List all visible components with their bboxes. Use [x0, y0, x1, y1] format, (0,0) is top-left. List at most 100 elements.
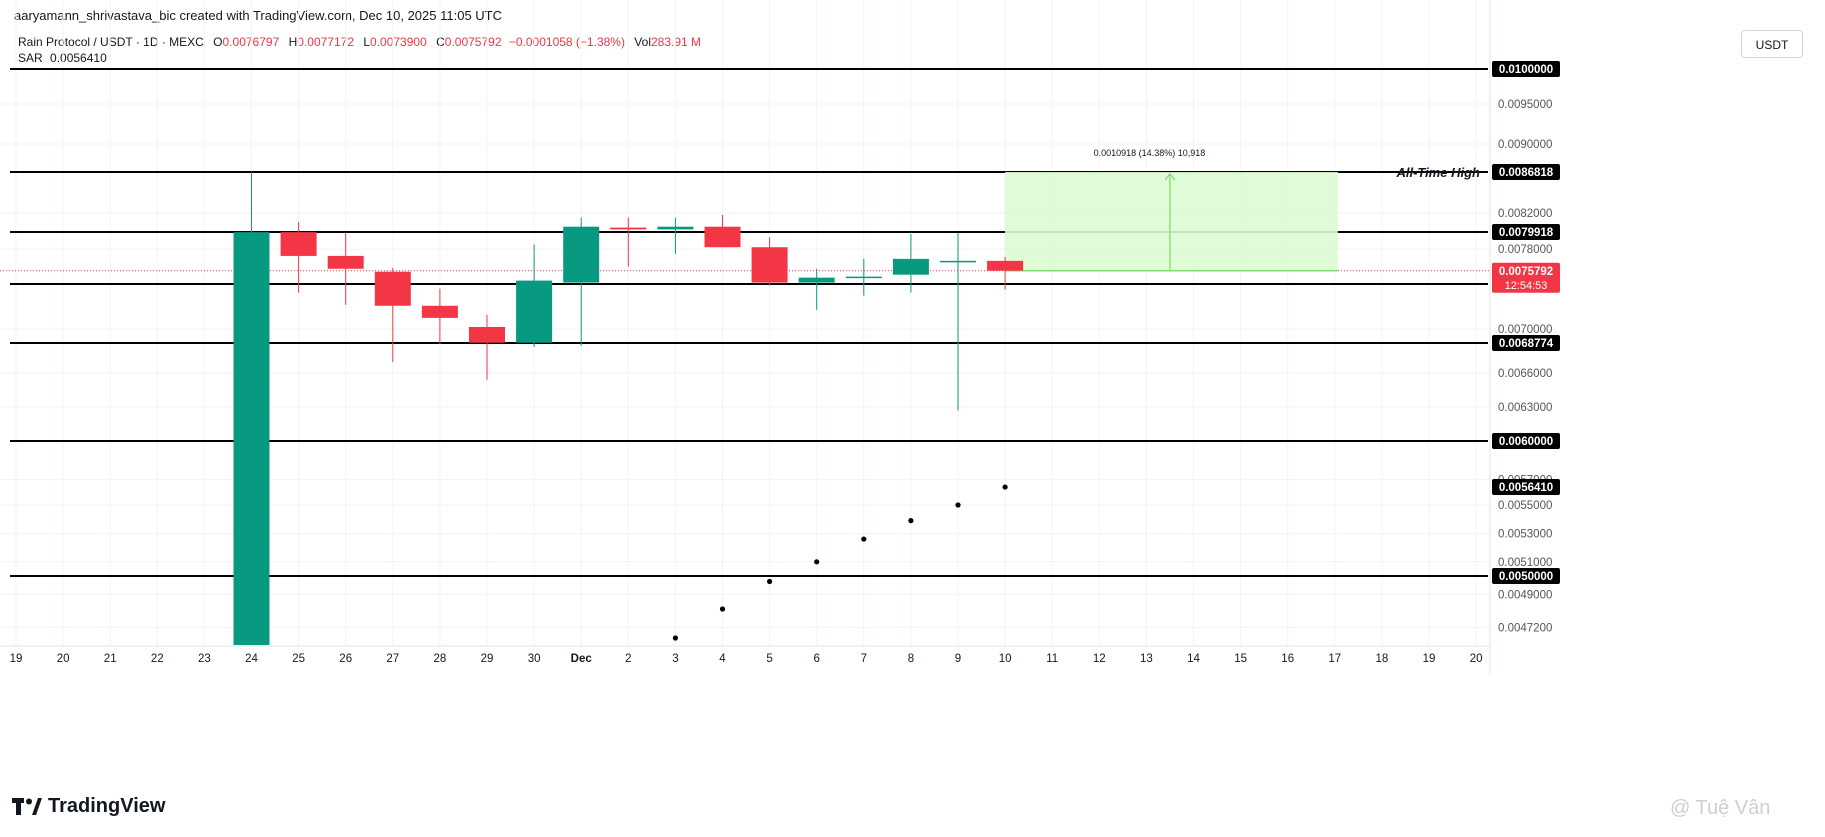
time-tick-label: 5: [766, 653, 772, 665]
candle-body: [421, 305, 458, 318]
level-price-label: 0.0086818: [1499, 167, 1554, 179]
level-price-badge: [1492, 224, 1560, 240]
sar-dot: [719, 606, 726, 612]
time-tick-label: 8: [908, 653, 914, 665]
time-tick-label: 25: [292, 653, 305, 665]
level-price-badge: [1492, 164, 1560, 180]
price-tick-label: 0.0047200: [1498, 622, 1552, 634]
sar-value: 0.0056410: [50, 51, 107, 65]
time-tick-label: 28: [434, 653, 447, 665]
sar-dot: [672, 635, 679, 641]
time-tick-label: 13: [1140, 653, 1153, 665]
high-value: 0.0077172: [297, 35, 354, 49]
candle-body: [940, 260, 976, 263]
candle-body: [563, 226, 600, 283]
low-label: L: [363, 35, 371, 49]
price-tick-label: 0.0051000: [1498, 557, 1552, 569]
time-tick-label: 22: [151, 653, 164, 665]
sar-dots: [672, 484, 1008, 641]
level-price-badge: [1492, 61, 1560, 77]
price-tick-label: 0.0070000: [1498, 324, 1552, 336]
projection-label: 0.0010918 (14.38%) 10,918: [1094, 148, 1206, 158]
candle-body: [280, 232, 317, 256]
price-tick-label: 0.0095000: [1498, 99, 1552, 111]
horizontal-levels: All-Time High: [0, 68, 1490, 577]
level-price-label: 0.0050000: [1499, 571, 1553, 583]
price-tick-label: 0.0082000: [1498, 208, 1552, 220]
projection-arrow-head: [1164, 172, 1176, 181]
time-tick-label: 19: [10, 653, 23, 665]
price-tick-label: 0.0053000: [1498, 528, 1552, 540]
close-label: C: [436, 35, 445, 49]
time-tick-label: 15: [1234, 653, 1247, 665]
open-label: O: [213, 35, 223, 49]
time-tick-label: 6: [813, 653, 819, 665]
sar-dot: [767, 578, 773, 585]
level-price-badge: [1492, 433, 1560, 449]
sar-dot: [861, 536, 867, 542]
sar-price-badge: [1492, 478, 1560, 495]
vol-value: 283.91 M: [650, 35, 702, 49]
time-tick-label: 20: [1470, 653, 1483, 665]
currency-selector[interactable]: USDT: [1741, 30, 1803, 58]
high-label: H: [288, 35, 298, 49]
time-tick-label: 24: [245, 653, 258, 665]
price-range-projection: 0.0010918 (14.38%) 10,918: [1005, 148, 1338, 272]
time-tick-label: 18: [1376, 653, 1389, 665]
candle-body: [798, 277, 835, 283]
last-price-label: 0.0075792: [1499, 266, 1553, 278]
time-tick-label: 27: [386, 653, 399, 665]
time-tick-label: 19: [1423, 653, 1436, 665]
brand-name: TradingView: [48, 795, 166, 817]
candle-body: [469, 326, 505, 343]
sar-label[interactable]: SAR: [18, 51, 43, 65]
low-value: 0.0073900: [370, 35, 427, 49]
watermark: @ Tuệ Vân: [1670, 797, 1770, 820]
tradingview-logo: TradingView: [12, 795, 165, 818]
candle-body: [845, 276, 882, 279]
time-tick-label: 3: [672, 653, 678, 665]
candle-body: [987, 260, 1024, 271]
level-price-label: 0.0100000: [1499, 64, 1553, 76]
level-price-label: 0.0079918: [1499, 227, 1554, 239]
time-axis[interactable]: 19 20 21 22 23 24 25 26 27 28 29 30 Dec 2 3 4 5 6 7 8 9 10 11 1…: [10, 653, 1483, 665]
time-tick-label: 7: [861, 653, 867, 665]
time-tick-label: 14: [1187, 653, 1200, 665]
price-tick-label: 0.0055000: [1498, 500, 1552, 512]
candle-body: [751, 247, 788, 283]
level-price-badge: [1492, 335, 1560, 351]
sar-row: SAR 0.0056410: [18, 50, 701, 66]
time-tick-label: 17: [1328, 653, 1341, 665]
time-tick-label: 2: [625, 653, 631, 665]
time-tick-label: 10: [999, 653, 1012, 665]
time-tick-label: 16: [1281, 653, 1294, 665]
projection-range-box: [1005, 172, 1338, 271]
sar-dot: [908, 518, 914, 524]
price-tick-label: 0.0063000: [1498, 402, 1552, 414]
time-tick-label: 29: [481, 653, 494, 665]
level-price-label: 0.0060000: [1499, 436, 1553, 448]
level-price-badge: [1492, 568, 1560, 584]
sar-dot: [955, 502, 961, 508]
time-tick-label: 11: [1046, 653, 1058, 665]
price-axis[interactable]: 0.0095000 0.0090000 0.0082000 0.0078000 0.00…: [1492, 61, 1560, 634]
level-price-label: 0.0068774: [1499, 338, 1554, 350]
candle-body: [374, 271, 411, 306]
candles: [233, 172, 1024, 645]
watermark-text: @ Tuệ Vân: [1670, 797, 1771, 819]
candle-body: [610, 227, 647, 230]
sar-price-label: 0.0056410: [1499, 482, 1553, 494]
price-tick-label: 0.0078000: [1498, 244, 1552, 256]
time-tick-label: 21: [104, 653, 117, 665]
time-tick-label: 9: [955, 653, 961, 665]
sar-dot: [1002, 484, 1008, 490]
last-price-badge: [1492, 262, 1560, 293]
candle-body: [327, 255, 364, 269]
tradingview-logo-icon: [12, 797, 42, 815]
price-tick-label: 0.0090000: [1498, 139, 1552, 151]
last-price-countdown: 12:54:53: [1505, 280, 1548, 292]
time-tick-label: 26: [339, 653, 352, 665]
open-value: 0.0076797: [222, 35, 280, 49]
change-value: −0.0001058 (−1.38%): [508, 35, 625, 49]
